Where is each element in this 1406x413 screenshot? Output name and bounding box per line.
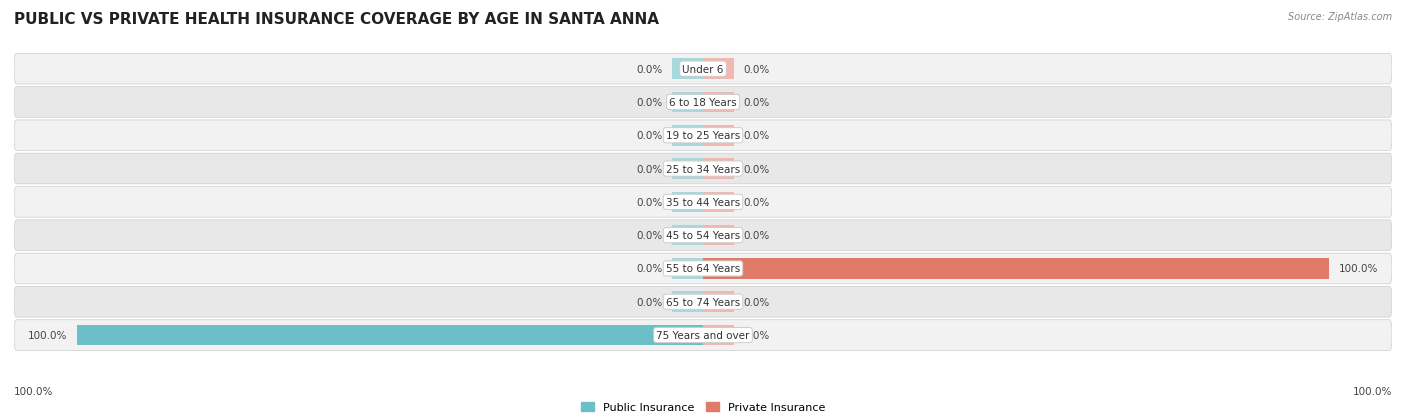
FancyBboxPatch shape — [14, 154, 1392, 185]
FancyBboxPatch shape — [14, 287, 1392, 317]
Bar — [703, 225, 734, 246]
Text: 0.0%: 0.0% — [636, 131, 662, 141]
Bar — [703, 325, 734, 346]
Bar — [672, 225, 703, 246]
Text: 100.0%: 100.0% — [1339, 264, 1378, 274]
Bar — [672, 126, 703, 146]
Text: 35 to 44 Years: 35 to 44 Years — [666, 197, 740, 207]
Legend: Public Insurance, Private Insurance: Public Insurance, Private Insurance — [576, 398, 830, 413]
FancyBboxPatch shape — [14, 220, 1392, 251]
FancyBboxPatch shape — [14, 54, 1392, 85]
Text: 0.0%: 0.0% — [744, 64, 770, 74]
Text: 25 to 34 Years: 25 to 34 Years — [666, 164, 740, 174]
Bar — [672, 259, 703, 279]
FancyBboxPatch shape — [14, 187, 1392, 218]
Text: 0.0%: 0.0% — [636, 98, 662, 108]
Bar — [703, 93, 734, 113]
Text: 100.0%: 100.0% — [1353, 387, 1392, 396]
Text: 0.0%: 0.0% — [744, 297, 770, 307]
Text: 0.0%: 0.0% — [744, 164, 770, 174]
Bar — [672, 59, 703, 80]
Text: 0.0%: 0.0% — [636, 164, 662, 174]
Text: 0.0%: 0.0% — [636, 197, 662, 207]
Text: 6 to 18 Years: 6 to 18 Years — [669, 98, 737, 108]
Text: 0.0%: 0.0% — [636, 64, 662, 74]
Bar — [672, 292, 703, 312]
Text: 19 to 25 Years: 19 to 25 Years — [666, 131, 740, 141]
FancyBboxPatch shape — [14, 254, 1392, 284]
FancyBboxPatch shape — [14, 88, 1392, 118]
Text: PUBLIC VS PRIVATE HEALTH INSURANCE COVERAGE BY AGE IN SANTA ANNA: PUBLIC VS PRIVATE HEALTH INSURANCE COVER… — [14, 12, 659, 27]
Text: 0.0%: 0.0% — [744, 330, 770, 340]
Text: 55 to 64 Years: 55 to 64 Years — [666, 264, 740, 274]
FancyBboxPatch shape — [14, 121, 1392, 151]
Text: 0.0%: 0.0% — [744, 230, 770, 241]
Text: Under 6: Under 6 — [682, 64, 724, 74]
Text: 0.0%: 0.0% — [744, 197, 770, 207]
FancyBboxPatch shape — [14, 320, 1392, 351]
Text: 65 to 74 Years: 65 to 74 Years — [666, 297, 740, 307]
Bar — [703, 259, 1329, 279]
Text: 0.0%: 0.0% — [636, 264, 662, 274]
Bar — [703, 292, 734, 312]
Text: 0.0%: 0.0% — [744, 98, 770, 108]
Text: Source: ZipAtlas.com: Source: ZipAtlas.com — [1288, 12, 1392, 22]
Text: 0.0%: 0.0% — [744, 131, 770, 141]
Text: 0.0%: 0.0% — [636, 297, 662, 307]
Bar — [703, 126, 734, 146]
Text: 0.0%: 0.0% — [636, 230, 662, 241]
Text: 100.0%: 100.0% — [28, 330, 67, 340]
Bar — [703, 192, 734, 213]
Bar — [77, 325, 703, 346]
Bar — [672, 93, 703, 113]
Bar — [703, 159, 734, 179]
Bar — [672, 159, 703, 179]
Text: 75 Years and over: 75 Years and over — [657, 330, 749, 340]
Bar — [672, 192, 703, 213]
Bar — [703, 59, 734, 80]
Text: 45 to 54 Years: 45 to 54 Years — [666, 230, 740, 241]
Text: 100.0%: 100.0% — [14, 387, 53, 396]
